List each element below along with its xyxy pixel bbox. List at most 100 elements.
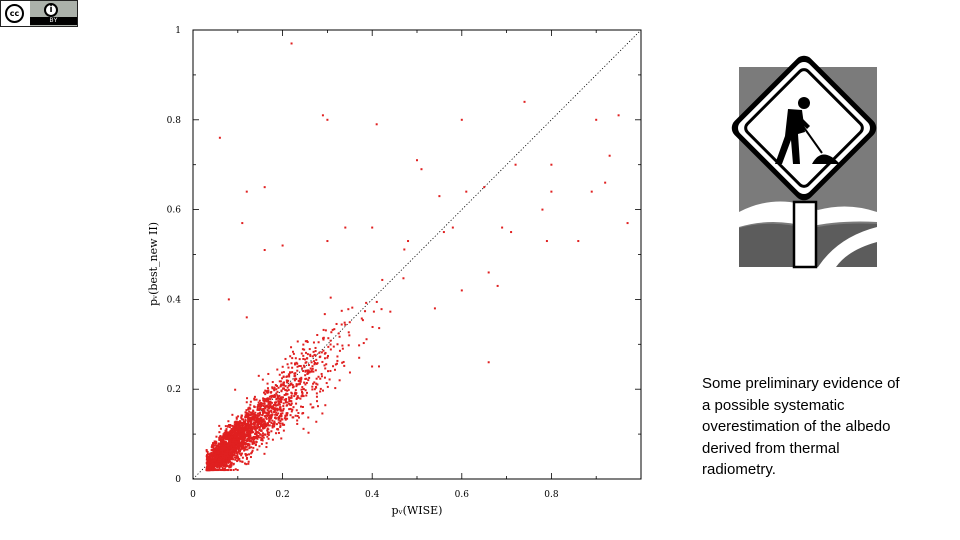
scatter-point: [225, 444, 228, 447]
scatter-point: [358, 356, 361, 359]
scatter-point: [333, 368, 336, 371]
scatter-point: [282, 371, 285, 374]
scatter-point: [242, 437, 245, 440]
scatter-point: [214, 442, 217, 445]
scatter-point: [296, 395, 299, 398]
scatter-point: [290, 410, 293, 413]
scatter-point: [260, 420, 263, 423]
scatter-point: [279, 413, 282, 416]
scatter-point: [217, 453, 220, 456]
scatter-point: [301, 367, 304, 370]
scatter-point: [310, 361, 313, 364]
scatter-point: [247, 407, 250, 410]
scatter-point: [262, 427, 265, 430]
scatter-point: [264, 411, 267, 414]
scatter-point: [235, 432, 238, 435]
scatter-point: [255, 434, 258, 437]
scatter-point: [341, 344, 344, 347]
scatter-point: [248, 435, 251, 438]
scatter-point: [219, 458, 222, 461]
attribution-icon: i: [44, 3, 58, 17]
scatter-point: [254, 436, 257, 439]
scatter-point: [301, 392, 304, 395]
scatter-point: [237, 440, 240, 443]
scatter-point: [300, 395, 303, 398]
scatter-point: [351, 306, 354, 309]
scatter-point: [595, 118, 598, 121]
scatter-point: [257, 414, 260, 417]
scatter-point: [260, 419, 263, 422]
scatter-point: [212, 444, 215, 447]
scatter-point: [270, 421, 273, 424]
scatter-point: [261, 410, 264, 413]
scatter-point: [251, 438, 254, 441]
scatter-point: [271, 381, 274, 384]
scatter-point: [259, 417, 262, 420]
scatter-point: [226, 434, 229, 437]
scatter-point: [207, 465, 210, 468]
scatter-point: [304, 370, 307, 373]
scatter-point: [238, 435, 241, 438]
scatter-point: [316, 383, 319, 386]
scatter-point: [280, 390, 283, 393]
scatter-point: [255, 440, 258, 443]
scatter-point: [295, 397, 298, 400]
scatter-point: [343, 321, 346, 324]
scatter-point: [231, 424, 234, 427]
scatter-point: [326, 118, 329, 121]
scatter-point: [207, 462, 210, 465]
scatter-point: [348, 371, 351, 374]
scatter-point: [232, 469, 235, 472]
scatter-point: [227, 436, 230, 439]
scatter-point: [266, 382, 269, 385]
scatter-point: [233, 454, 236, 457]
scatter-point: [230, 453, 233, 456]
scatter-point: [250, 417, 253, 420]
scatter-point: [219, 452, 222, 455]
scatter-point: [236, 431, 239, 434]
scatter-point: [248, 443, 251, 446]
scatter-point: [296, 422, 299, 425]
scatter-point: [222, 463, 225, 466]
scatter-point: [296, 365, 299, 368]
scatter-point: [228, 446, 231, 449]
scatter-point: [225, 447, 228, 450]
scatter-point: [240, 426, 243, 429]
scatter-point: [294, 363, 297, 366]
scatter-point: [230, 464, 233, 467]
scatter-point: [250, 430, 253, 433]
scatter-point: [258, 417, 261, 420]
scatter-point: [315, 420, 318, 423]
scatter-point: [229, 436, 232, 439]
scatter-point: [253, 397, 256, 400]
scatter-point: [253, 405, 256, 408]
scatter-point: [225, 463, 228, 466]
scatter-point: [265, 404, 268, 407]
scatter-point: [234, 458, 237, 461]
scatter-point: [302, 387, 305, 390]
scatter-point: [257, 412, 260, 415]
scatter-point: [236, 427, 239, 430]
scatter-point: [243, 462, 246, 465]
scatter-point: [210, 453, 213, 456]
scatter-point: [276, 409, 279, 412]
scatter-point: [286, 363, 289, 366]
scatter-point: [308, 348, 311, 351]
scatter-point: [232, 458, 235, 461]
scatter-point: [225, 442, 228, 445]
scatter-point: [301, 405, 304, 408]
scatter-point: [324, 404, 327, 407]
scatter-point: [230, 445, 233, 448]
scatter-point: [241, 421, 244, 424]
scatter-point: [301, 390, 304, 393]
scatter-point: [312, 350, 315, 353]
x-tick-label: 0: [190, 490, 196, 500]
scatter-point: [236, 456, 239, 459]
scatter-point: [220, 440, 223, 443]
scatter-point: [209, 452, 212, 455]
scatter-point: [244, 416, 247, 419]
scatter-point: [250, 451, 253, 454]
scatter-point: [225, 430, 228, 433]
scatter-point: [319, 390, 322, 393]
scatter-point: [304, 358, 307, 361]
